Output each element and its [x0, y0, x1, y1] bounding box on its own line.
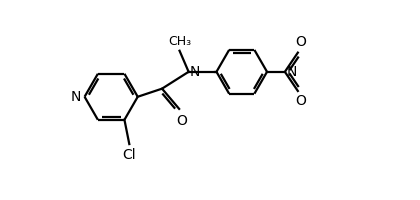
Text: O: O	[296, 35, 307, 49]
Text: Cl: Cl	[123, 148, 136, 162]
Text: O: O	[296, 94, 307, 108]
Text: N: N	[70, 90, 81, 104]
Text: O: O	[176, 114, 187, 128]
Text: N: N	[190, 65, 200, 79]
Text: N: N	[286, 65, 297, 79]
Text: CH₃: CH₃	[168, 35, 191, 48]
